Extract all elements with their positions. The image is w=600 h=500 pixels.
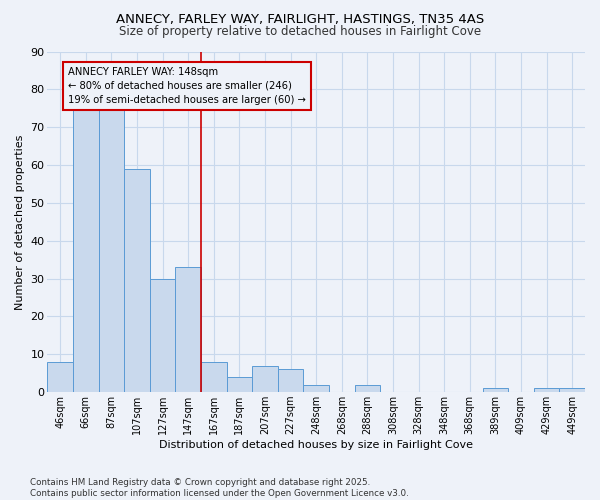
Text: ANNECY FARLEY WAY: 148sqm
← 80% of detached houses are smaller (246)
19% of semi: ANNECY FARLEY WAY: 148sqm ← 80% of detac… [68, 66, 306, 104]
Bar [201, 362, 227, 392]
Bar [355, 384, 380, 392]
Bar [175, 268, 201, 392]
Bar [47, 362, 73, 392]
X-axis label: Distribution of detached houses by size in Fairlight Cove: Distribution of detached houses by size … [159, 440, 473, 450]
Bar [278, 370, 304, 392]
Bar [482, 388, 508, 392]
Bar [73, 108, 98, 392]
Bar [534, 388, 559, 392]
Y-axis label: Number of detached properties: Number of detached properties [15, 134, 25, 310]
Text: Size of property relative to detached houses in Fairlight Cove: Size of property relative to detached ho… [119, 25, 481, 38]
Bar [252, 366, 278, 392]
Bar [304, 384, 329, 392]
Text: ANNECY, FARLEY WAY, FAIRLIGHT, HASTINGS, TN35 4AS: ANNECY, FARLEY WAY, FAIRLIGHT, HASTINGS,… [116, 12, 484, 26]
Bar [227, 377, 252, 392]
Text: Contains HM Land Registry data © Crown copyright and database right 2025.
Contai: Contains HM Land Registry data © Crown c… [30, 478, 409, 498]
Bar [124, 169, 150, 392]
Bar [150, 278, 175, 392]
Bar [98, 104, 124, 392]
Bar [559, 388, 585, 392]
